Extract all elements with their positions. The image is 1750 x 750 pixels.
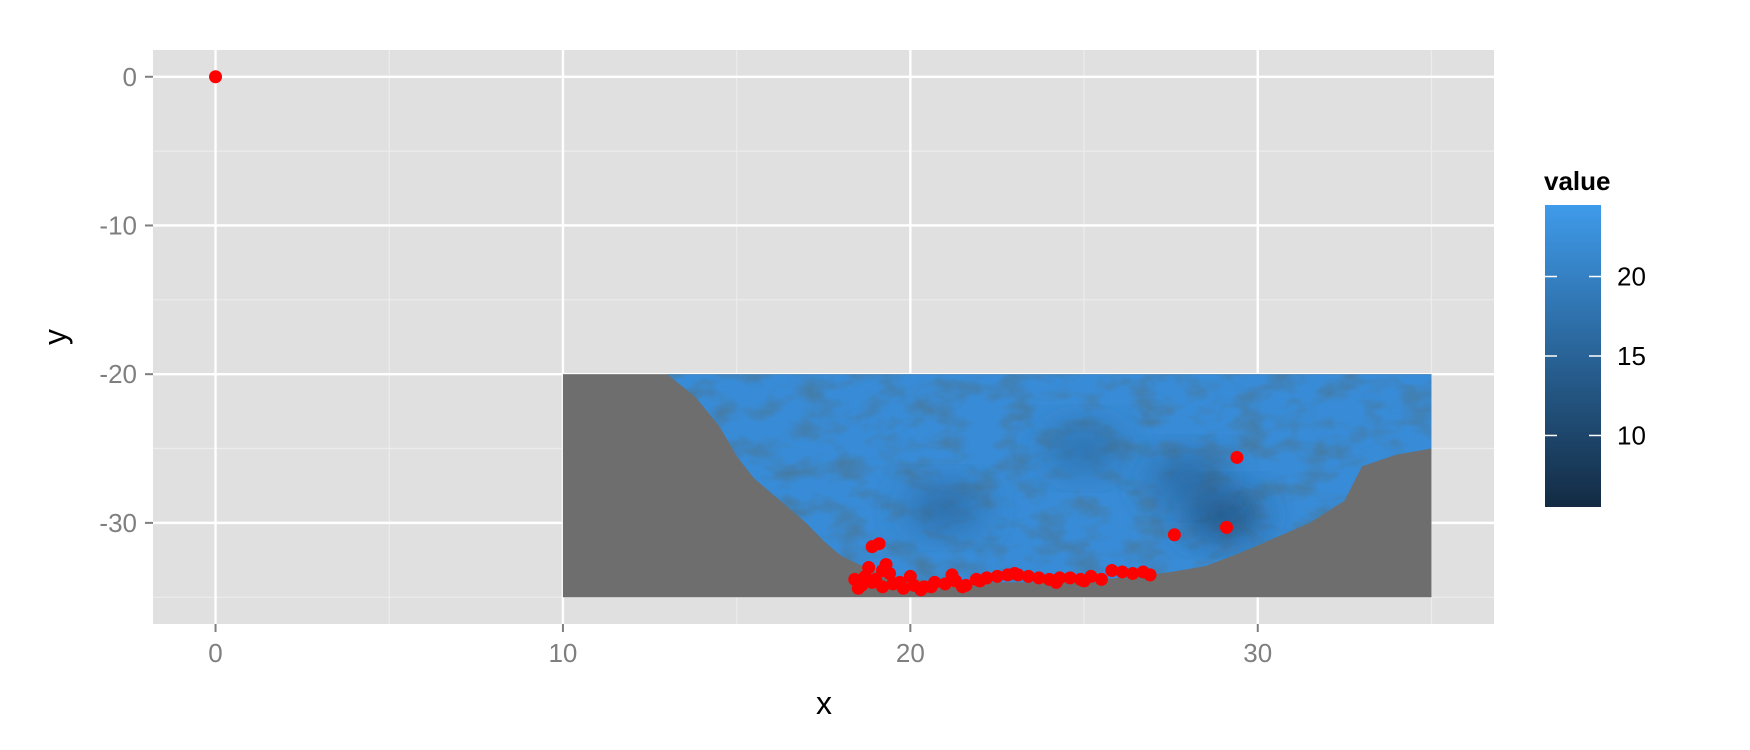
heatmap-raster	[562, 374, 1432, 598]
data-point	[924, 580, 938, 594]
data-point	[1008, 566, 1022, 580]
data-point	[938, 577, 952, 591]
data-point	[1021, 569, 1035, 583]
data-point	[883, 566, 897, 580]
data-point	[1077, 574, 1091, 588]
data-point	[1219, 520, 1233, 534]
low-value-area	[1046, 426, 1123, 471]
data-point	[955, 580, 969, 594]
x-tick-label: 30	[1243, 638, 1272, 668]
legend-label: 10	[1617, 420, 1646, 450]
data-point	[945, 568, 959, 582]
data-point	[1094, 572, 1108, 586]
data-point	[1115, 565, 1129, 579]
x-tick-label: 10	[548, 638, 577, 668]
data-point	[851, 581, 865, 595]
data-point	[914, 583, 928, 597]
low-value-area	[1185, 493, 1262, 538]
low-value-area	[1150, 456, 1227, 501]
data-point	[990, 569, 1004, 583]
data-point	[1143, 568, 1157, 582]
x-tick-label: 20	[896, 638, 925, 668]
data-point	[858, 569, 872, 583]
data-point	[973, 574, 987, 588]
x-axis: 0 10 20 30	[208, 624, 1272, 668]
data-point	[865, 540, 879, 554]
data-point	[903, 569, 917, 583]
legend-label: 20	[1617, 262, 1646, 292]
data-point	[209, 70, 223, 84]
x-axis-title: x	[816, 685, 832, 721]
data-point	[1126, 566, 1140, 580]
low-value-area	[907, 486, 984, 531]
y-tick-label: 0	[123, 62, 137, 92]
y-tick-label: -10	[99, 210, 137, 240]
data-point	[1167, 528, 1181, 542]
y-tick-label: -20	[99, 359, 137, 389]
data-point	[893, 575, 907, 589]
data-point	[1230, 450, 1244, 464]
point-layer	[209, 70, 1244, 597]
y-axis: 0 -10 -20 -30	[99, 62, 153, 538]
y-tick-label: -30	[99, 508, 137, 538]
legend: value 20 15 10	[1544, 166, 1646, 507]
data-point	[1105, 563, 1119, 577]
data-point	[869, 572, 883, 586]
y-axis-title: y	[37, 329, 73, 345]
data-point	[1049, 575, 1063, 589]
x-tick-label: 0	[208, 638, 222, 668]
data-point	[1032, 571, 1046, 585]
legend-ticks: 20 15 10	[1545, 262, 1646, 450]
legend-title: value	[1544, 166, 1611, 196]
legend-label: 15	[1617, 341, 1646, 371]
ocean-low-value-areas	[907, 426, 1262, 538]
data-point	[1063, 571, 1077, 585]
